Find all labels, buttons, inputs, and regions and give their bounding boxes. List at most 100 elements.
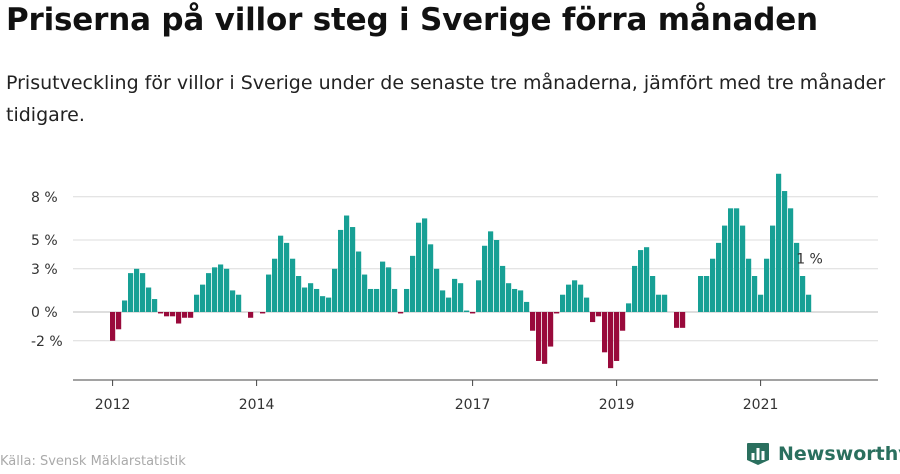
bar[interactable] [392, 288, 398, 312]
bar[interactable] [806, 294, 812, 312]
bar[interactable] [158, 312, 164, 314]
bar[interactable] [344, 215, 350, 312]
bar[interactable] [224, 268, 230, 312]
bar[interactable] [314, 288, 320, 312]
bar[interactable] [326, 297, 332, 312]
bar[interactable] [542, 312, 548, 364]
bar[interactable] [308, 283, 314, 312]
bar[interactable] [194, 294, 200, 312]
bar[interactable] [608, 312, 614, 369]
bar[interactable] [188, 312, 194, 318]
bar[interactable] [458, 283, 464, 312]
bar[interactable] [506, 283, 512, 312]
bar[interactable] [614, 312, 620, 361]
bar[interactable] [164, 312, 170, 317]
bar[interactable] [206, 273, 212, 312]
bar[interactable] [566, 284, 572, 312]
bar[interactable] [794, 242, 800, 312]
bar[interactable] [362, 274, 368, 312]
bar[interactable] [590, 312, 596, 323]
bar[interactable] [788, 208, 794, 312]
bar[interactable] [440, 290, 446, 312]
bar[interactable] [560, 294, 566, 312]
bar[interactable] [152, 299, 158, 312]
bar[interactable] [470, 312, 476, 314]
bar[interactable] [602, 312, 608, 353]
bar[interactable] [296, 276, 302, 312]
bar[interactable] [740, 225, 746, 312]
bar[interactable] [422, 218, 428, 312]
bar[interactable] [368, 288, 374, 312]
bar[interactable] [488, 231, 494, 312]
bar[interactable] [770, 225, 776, 312]
bar[interactable] [728, 208, 734, 312]
bar[interactable] [536, 312, 542, 361]
bar[interactable] [716, 242, 722, 312]
bar[interactable] [524, 301, 530, 312]
bar[interactable] [350, 227, 356, 312]
bar[interactable] [140, 273, 146, 312]
bar[interactable] [230, 290, 236, 312]
bar[interactable] [554, 312, 560, 314]
bar[interactable] [338, 229, 344, 312]
bar[interactable] [620, 312, 626, 331]
bar[interactable] [482, 245, 488, 312]
bar[interactable] [374, 288, 380, 312]
bar[interactable] [356, 251, 362, 312]
bar[interactable] [530, 312, 536, 331]
bar[interactable] [638, 250, 644, 312]
bar[interactable] [494, 240, 500, 312]
bar[interactable] [674, 312, 680, 328]
bar[interactable] [236, 294, 242, 312]
bar[interactable] [548, 312, 554, 347]
bar[interactable] [134, 268, 140, 312]
bar[interactable] [446, 297, 452, 312]
bar[interactable] [302, 287, 308, 312]
bar[interactable] [476, 280, 482, 312]
bar[interactable] [170, 312, 176, 317]
bar[interactable] [596, 312, 602, 317]
bar[interactable] [518, 290, 524, 312]
bar[interactable] [704, 276, 710, 312]
bar[interactable] [764, 258, 770, 312]
bar[interactable] [680, 312, 686, 328]
bar[interactable] [632, 265, 638, 312]
bar[interactable] [584, 297, 590, 312]
bar[interactable] [434, 268, 440, 312]
bar[interactable] [464, 310, 470, 312]
bar[interactable] [656, 294, 662, 312]
bar[interactable] [182, 312, 188, 318]
bar[interactable] [200, 284, 206, 312]
bar[interactable] [758, 294, 764, 312]
bar[interactable] [146, 287, 152, 312]
bar[interactable] [452, 278, 458, 312]
bar[interactable] [650, 276, 656, 312]
bar[interactable] [212, 267, 218, 312]
bar[interactable] [272, 258, 278, 312]
bar[interactable] [122, 300, 128, 312]
bar[interactable] [752, 276, 758, 312]
bar[interactable] [782, 191, 788, 312]
bar[interactable] [578, 284, 584, 312]
bar[interactable] [176, 312, 182, 324]
bar[interactable] [386, 267, 392, 312]
bar[interactable] [776, 173, 782, 312]
bar[interactable] [332, 268, 338, 312]
bar[interactable] [800, 276, 806, 312]
bar[interactable] [512, 288, 518, 312]
bar[interactable] [734, 208, 740, 312]
bar[interactable] [662, 294, 668, 312]
bar[interactable] [128, 273, 134, 312]
bar[interactable] [722, 225, 728, 312]
bar[interactable] [218, 264, 224, 312]
bar[interactable] [746, 258, 752, 312]
bar[interactable] [248, 312, 254, 318]
bar[interactable] [410, 255, 416, 312]
newsworthy-logo[interactable]: Newsworthy [745, 441, 900, 467]
bar[interactable] [260, 312, 266, 314]
bar[interactable] [404, 288, 410, 312]
bar[interactable] [416, 222, 422, 312]
bar[interactable] [428, 244, 434, 312]
bar[interactable] [710, 258, 716, 312]
bar[interactable] [284, 242, 290, 312]
